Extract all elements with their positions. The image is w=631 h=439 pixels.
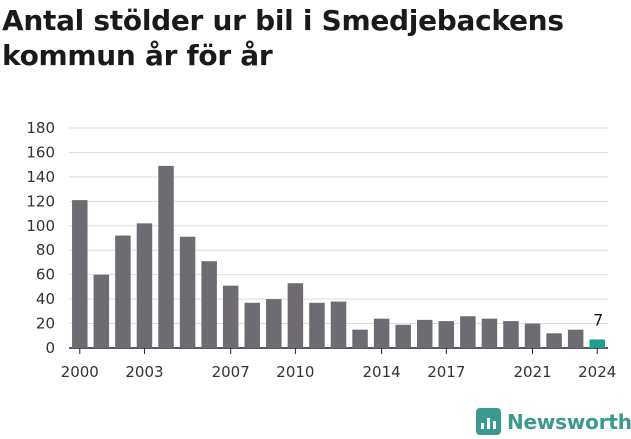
bar-2022 bbox=[546, 333, 562, 348]
bar-2014 bbox=[373, 318, 390, 348]
x-tick-label: 2014 bbox=[363, 363, 401, 381]
bars bbox=[72, 165, 605, 348]
bar-2011 bbox=[309, 302, 325, 348]
x-axis-ticks: 2000 2003 2007 2010 2014 2017 2021 2024 bbox=[61, 348, 616, 381]
bar-2019 bbox=[481, 318, 498, 348]
x-tick-label: 2007 bbox=[212, 363, 250, 381]
x-tick-label: 2024 bbox=[578, 363, 616, 381]
y-axis-ticks: 0 20 40 60 80 100 120 140 160 180 bbox=[26, 119, 55, 357]
y-tick-label: 140 bbox=[26, 168, 55, 186]
chart-title: Antal stölder ur bil i Smedjebackens kom… bbox=[2, 4, 564, 72]
bar-2007 bbox=[222, 285, 239, 348]
bar-2016 bbox=[416, 319, 433, 348]
bar-2008 bbox=[244, 302, 261, 348]
y-tick-label: 0 bbox=[45, 339, 55, 357]
y-tick-label: 160 bbox=[26, 143, 55, 161]
data-labels: 7 bbox=[593, 310, 603, 329]
y-tick-label: 80 bbox=[36, 241, 55, 259]
bar-2020 bbox=[503, 321, 519, 348]
x-tick-label: 2021 bbox=[513, 363, 551, 381]
bar-2009 bbox=[266, 299, 282, 348]
y-tick-label: 120 bbox=[26, 192, 55, 210]
brand-logo: Newsworthy bbox=[476, 408, 631, 435]
bar-2023 bbox=[567, 329, 584, 348]
bar-2024 bbox=[589, 339, 605, 348]
y-tick-label: 100 bbox=[26, 217, 55, 235]
bar-2006 bbox=[201, 261, 217, 348]
data-label-2024: 7 bbox=[593, 310, 603, 329]
newsworthy-logo-icon bbox=[476, 408, 501, 435]
bar-2015 bbox=[395, 324, 411, 348]
bar-2002 bbox=[115, 235, 131, 348]
x-tick-label: 2003 bbox=[125, 363, 163, 381]
bar-2005 bbox=[179, 236, 196, 348]
bar-2000 bbox=[72, 200, 88, 348]
bar-2013 bbox=[352, 329, 368, 348]
brand-name: Newsworthy bbox=[507, 409, 631, 434]
bar-2021 bbox=[524, 323, 541, 348]
bar-2018 bbox=[460, 316, 476, 348]
y-tick-label: 180 bbox=[26, 119, 55, 137]
bar-2003 bbox=[136, 223, 153, 348]
x-tick-label: 2017 bbox=[427, 363, 465, 381]
bar-2017 bbox=[438, 321, 455, 348]
y-tick-label: 60 bbox=[36, 266, 55, 284]
bar-2012 bbox=[330, 301, 347, 348]
y-tick-label: 40 bbox=[36, 290, 55, 308]
bar-2004 bbox=[158, 165, 174, 348]
x-tick-label: 2000 bbox=[61, 363, 99, 381]
x-tick-label: 2010 bbox=[276, 363, 314, 381]
bar-2010 bbox=[287, 283, 304, 348]
bar-2001 bbox=[93, 274, 110, 348]
y-tick-label: 20 bbox=[36, 315, 55, 333]
